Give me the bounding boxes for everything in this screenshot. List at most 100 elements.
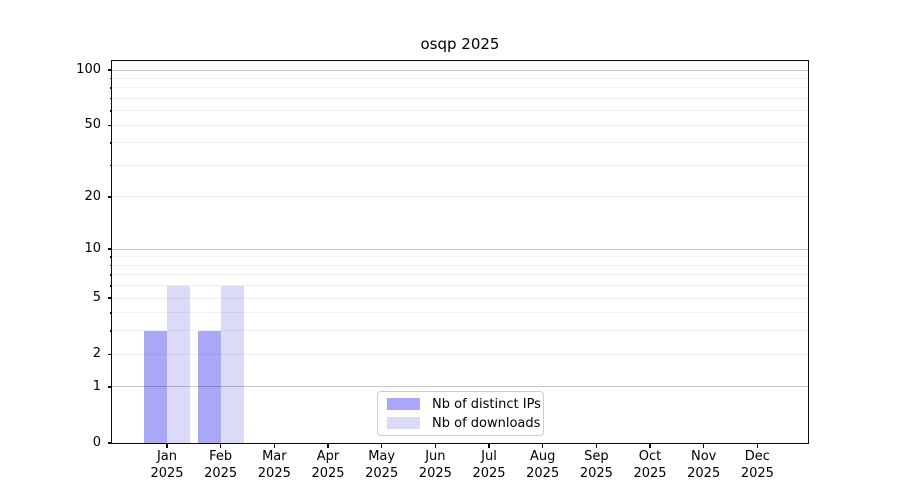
minor-gridline bbox=[112, 353, 808, 355]
minor-gridline bbox=[112, 285, 808, 287]
chart-title: osqp 2025 bbox=[420, 35, 500, 53]
minor-gridline bbox=[112, 87, 808, 89]
x-tick-month: Jun bbox=[425, 449, 446, 464]
major-gridline bbox=[112, 69, 808, 71]
y-tick-label: 10 bbox=[84, 241, 101, 257]
y-tick-mark bbox=[107, 248, 112, 250]
x-tick-year: 2025 bbox=[365, 466, 399, 481]
minor-gridline bbox=[112, 77, 808, 79]
minor-gridline bbox=[112, 97, 808, 99]
x-tick-mark bbox=[541, 443, 544, 448]
x-tick-month: Mar bbox=[262, 449, 287, 464]
x-tick-mark bbox=[219, 443, 222, 448]
major-gridline bbox=[112, 386, 808, 388]
y-minor-tick-mark bbox=[109, 164, 112, 167]
y-tick-mark bbox=[107, 442, 112, 444]
x-tick-year: 2025 bbox=[633, 466, 667, 481]
bar-downloads bbox=[220, 285, 244, 443]
x-tick-month: Jan bbox=[156, 449, 178, 464]
y-minor-tick-mark bbox=[109, 256, 112, 258]
x-tick-mark bbox=[380, 443, 383, 448]
x-tick-mark bbox=[595, 443, 598, 448]
x-tick-label: Apr 2025 bbox=[300, 448, 356, 482]
bar-distinct-ips bbox=[197, 330, 221, 443]
minor-gridline bbox=[112, 110, 808, 112]
y-minor-tick-mark bbox=[109, 124, 112, 126]
x-tick-mark bbox=[273, 443, 276, 448]
x-tick-month: Dec bbox=[744, 449, 770, 464]
x-tick-year: 2025 bbox=[687, 466, 721, 481]
x-tick-year: 2025 bbox=[257, 466, 291, 481]
bar-downloads bbox=[167, 285, 190, 443]
x-tick-label: May 2025 bbox=[354, 448, 410, 482]
minor-gridline bbox=[112, 297, 808, 299]
x-tick-year: 2025 bbox=[418, 466, 452, 481]
minor-gridline bbox=[112, 142, 808, 144]
x-tick-year: 2025 bbox=[204, 466, 238, 481]
x-tick-label: Sep 2025 bbox=[568, 448, 624, 482]
minor-gridline bbox=[112, 124, 808, 126]
minor-gridline bbox=[112, 312, 808, 314]
legend-entry-distinct-ips: Nb of distinct IPs bbox=[387, 396, 541, 412]
x-tick-label: Aug 2025 bbox=[515, 448, 571, 482]
x-tick-month: Sep bbox=[584, 449, 609, 464]
minor-gridline bbox=[112, 264, 808, 266]
x-tick-month: May bbox=[368, 449, 396, 464]
legend-label-downloads: Nb of downloads bbox=[432, 415, 541, 431]
x-tick-label: Feb 2025 bbox=[193, 448, 249, 482]
x-tick-mark bbox=[434, 443, 437, 448]
plot-area bbox=[111, 60, 809, 444]
x-tick-year: 2025 bbox=[740, 466, 774, 481]
y-tick-label: 1 bbox=[92, 378, 101, 394]
x-tick-month: Nov bbox=[691, 449, 717, 464]
y-minor-tick-mark bbox=[109, 77, 112, 80]
minor-gridline bbox=[112, 196, 808, 198]
major-gridline bbox=[112, 248, 808, 250]
x-tick-label: Jan 2025 bbox=[139, 448, 195, 482]
x-tick-label: Jun 2025 bbox=[407, 448, 463, 482]
x-tick-mark bbox=[756, 443, 759, 448]
x-tick-month: Feb bbox=[209, 449, 233, 464]
bar-distinct-ips bbox=[144, 330, 167, 443]
x-tick-mark bbox=[166, 443, 168, 448]
x-tick-label: Mar 2025 bbox=[246, 448, 302, 482]
minor-gridline bbox=[112, 274, 808, 276]
y-tick-mark bbox=[107, 386, 112, 388]
y-tick-label: 5 bbox=[92, 290, 101, 306]
legend-swatch-distinct-ips bbox=[387, 398, 420, 410]
x-tick-label: Dec 2025 bbox=[729, 448, 785, 482]
y-minor-tick-mark bbox=[109, 97, 112, 100]
x-tick-year: 2025 bbox=[472, 466, 506, 481]
x-tick-label: Jul 2025 bbox=[461, 448, 517, 482]
x-tick-label: Nov 2025 bbox=[676, 448, 732, 482]
y-minor-tick-mark bbox=[109, 353, 112, 355]
x-tick-year: 2025 bbox=[150, 466, 184, 481]
legend-label-distinct-ips: Nb of distinct IPs bbox=[432, 396, 541, 412]
y-minor-tick-mark bbox=[109, 297, 112, 299]
minor-gridline bbox=[112, 256, 808, 258]
y-tick-label: 20 bbox=[84, 188, 101, 204]
y-tick-mark bbox=[107, 69, 112, 71]
legend-entry-downloads: Nb of downloads bbox=[387, 415, 540, 431]
x-tick-month: Apr bbox=[316, 449, 340, 464]
y-tick-label: 100 bbox=[76, 62, 101, 77]
y-minor-tick-mark bbox=[109, 142, 112, 144]
x-tick-mark bbox=[327, 443, 329, 448]
x-tick-month: Jul bbox=[481, 449, 497, 464]
y-tick-label: 50 bbox=[84, 117, 101, 133]
legend: Nb of distinct IPs Nb of downloads bbox=[377, 391, 544, 436]
x-tick-mark bbox=[703, 443, 705, 448]
x-tick-month: Aug bbox=[529, 449, 556, 464]
minor-gridline bbox=[112, 330, 808, 332]
minor-gridline bbox=[112, 164, 808, 166]
y-minor-tick-mark bbox=[109, 330, 112, 332]
x-tick-mark bbox=[488, 443, 490, 448]
y-minor-tick-mark bbox=[109, 87, 112, 89]
y-minor-tick-mark bbox=[109, 264, 112, 267]
y-tick-label: 0 bbox=[92, 435, 101, 450]
x-tick-month: Oct bbox=[638, 449, 662, 464]
x-tick-mark bbox=[649, 443, 651, 448]
y-minor-tick-mark bbox=[109, 285, 112, 287]
x-tick-year: 2025 bbox=[579, 466, 613, 481]
